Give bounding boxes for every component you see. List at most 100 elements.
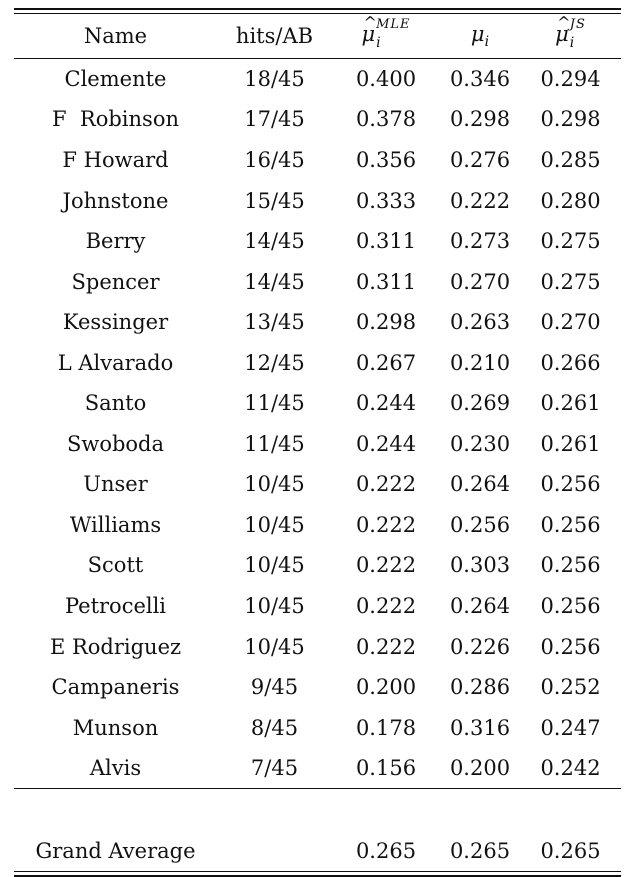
js-value: 0.275 [540, 229, 601, 254]
player-name: F Howard [62, 147, 169, 172]
top-rule [14, 8, 621, 10]
js-symbol: ^ μ [555, 14, 570, 47]
mu-value: 0.286 [449, 675, 511, 700]
hits-ab: 14/45 [244, 229, 305, 254]
mu-glyph: μ [470, 21, 485, 46]
grand-average-mu: 0.265 [449, 838, 511, 863]
table-row: F Howard 16/45 0.356 0.276 0.285 [14, 140, 621, 181]
mu-glyph: μ [555, 22, 569, 47]
player-name: Berry [85, 229, 146, 254]
header-mu: μi [440, 14, 520, 59]
hits-ab: 16/45 [244, 147, 305, 172]
mle-value: 0.311 [355, 269, 417, 294]
header-name: Name [83, 23, 148, 48]
player-name: E Rodriguez [49, 634, 182, 659]
player-name: Campaneris [51, 675, 180, 700]
mle-value: 0.244 [355, 431, 417, 456]
table-row: Santo 11/45 0.244 0.269 0.261 [14, 383, 621, 424]
hat-accent: ^ [557, 13, 571, 33]
js-value: 0.275 [540, 269, 601, 294]
hits-ab: 11/45 [244, 431, 305, 456]
mu-value: 0.270 [449, 269, 511, 294]
mu-value: 0.256 [449, 512, 511, 537]
mle-value: 0.222 [355, 553, 417, 578]
js-value: 0.285 [540, 147, 601, 172]
player-name: F Robinson [51, 107, 179, 132]
player-name: Spencer [71, 269, 160, 294]
mle-value: 0.222 [355, 472, 417, 497]
table-row: Scott 10/45 0.222 0.303 0.256 [14, 545, 621, 586]
mu-value: 0.298 [449, 107, 511, 132]
js-value: 0.266 [540, 350, 601, 375]
grand-average-mle: 0.265 [355, 838, 417, 863]
js-value: 0.256 [540, 512, 601, 537]
player-name: L Alvarado [57, 350, 174, 375]
player-name: Munson [72, 715, 159, 740]
table-row: Johnstone 15/45 0.333 0.222 0.280 [14, 180, 621, 221]
mu-value: 0.276 [449, 147, 511, 172]
mu-value: 0.303 [449, 553, 511, 578]
player-name: Johnstone [62, 188, 169, 213]
hits-ab: 18/45 [244, 66, 305, 91]
mle-value: 0.378 [355, 107, 417, 132]
mu-subscript: i [484, 33, 490, 50]
mu-value: 0.316 [449, 715, 511, 740]
mu-value: 0.273 [449, 229, 511, 254]
grand-average-js: 0.265 [540, 838, 601, 863]
hits-ab: 10/45 [244, 553, 305, 578]
mu-value: 0.210 [449, 350, 511, 375]
mle-symbol: ^ μ [361, 14, 376, 47]
js-value: 0.261 [540, 431, 601, 456]
hits-ab: 7/45 [250, 756, 299, 781]
js-subscript: i [569, 34, 575, 51]
header-hits: hits/AB [235, 23, 314, 48]
mle-value: 0.356 [355, 147, 417, 172]
table-row: Berry 14/45 0.311 0.273 0.275 [14, 221, 621, 262]
mle-value: 0.400 [355, 66, 417, 91]
hits-ab: 14/45 [244, 269, 305, 294]
mle-superscript: MLE [376, 16, 411, 32]
player-name: Petrocelli [64, 593, 167, 618]
table-row: Williams 10/45 0.222 0.256 0.256 [14, 505, 621, 546]
table-row: Petrocelli 10/45 0.222 0.264 0.256 [14, 586, 621, 627]
grand-average-row: Grand Average 0.265 0.265 0.265 [14, 830, 621, 871]
mle-value: 0.244 [355, 391, 417, 416]
player-name: Clemente [64, 66, 167, 91]
js-superscript: JS [569, 16, 586, 32]
table-row: F Robinson 17/45 0.378 0.298 0.298 [14, 99, 621, 140]
mu-value: 0.230 [449, 431, 511, 456]
mle-subscript: i [376, 34, 381, 51]
hits-ab: 12/45 [244, 350, 305, 375]
table-row: L Alvarado 12/45 0.267 0.210 0.266 [14, 342, 621, 383]
js-value: 0.252 [540, 675, 601, 700]
js-value: 0.247 [540, 715, 601, 740]
hits-ab: 15/45 [244, 188, 305, 213]
mle-value: 0.200 [355, 675, 417, 700]
table-row: Spencer 14/45 0.311 0.270 0.275 [14, 261, 621, 302]
mu-value: 0.263 [449, 310, 511, 335]
stats-table-container: Name hits/AB ^ μ MLE i μi ^ μ JS i Clemente 18… [14, 8, 621, 877]
player-name: Williams [69, 512, 162, 537]
mle-value: 0.333 [355, 188, 417, 213]
mu-value: 0.222 [449, 188, 511, 213]
player-name: Alvis [89, 756, 142, 781]
mle-value: 0.222 [355, 593, 417, 618]
grand-average-label: Grand Average [35, 838, 196, 863]
mu-value: 0.269 [449, 391, 511, 416]
hits-ab: 10/45 [244, 634, 305, 659]
mle-value: 0.178 [355, 715, 417, 740]
mu-value: 0.346 [449, 66, 511, 91]
hits-ab: 10/45 [244, 512, 305, 537]
js-value: 0.261 [540, 391, 601, 416]
mu-value: 0.226 [449, 634, 511, 659]
player-name: Santo [84, 391, 147, 416]
mle-value: 0.156 [355, 756, 417, 781]
mle-value: 0.222 [355, 634, 417, 659]
hits-ab: 8/45 [250, 715, 299, 740]
mle-value: 0.298 [355, 310, 417, 335]
mle-value: 0.222 [355, 512, 417, 537]
mu-glyph: μ [361, 22, 376, 47]
mu-value: 0.200 [449, 756, 511, 781]
js-value: 0.256 [540, 472, 601, 497]
player-name: Swoboda [66, 431, 165, 456]
